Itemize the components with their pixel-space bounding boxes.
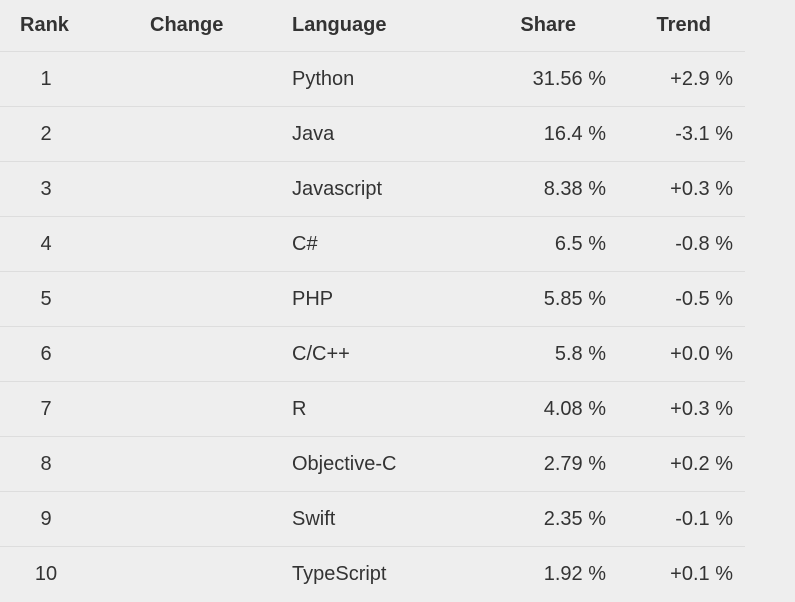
header-trend: Trend — [656, 14, 711, 36]
change-cell — [150, 437, 270, 491]
table-row: 2 Java 16.4 % -3.1 % — [0, 107, 745, 162]
change-cell — [150, 162, 270, 216]
change-cell — [150, 547, 270, 602]
rank-cell: 2 — [40, 122, 52, 145]
rank-cell: 10 — [34, 563, 58, 585]
change-cell — [150, 107, 270, 161]
share-cell: 5.8 % — [554, 342, 606, 365]
language-cell: Javascript — [292, 177, 383, 200]
rank-cell: 1 — [40, 67, 52, 90]
share-cell: 4.08 % — [543, 397, 606, 420]
table-row: 6 C/C++ 5.8 % +0.0 % — [0, 327, 745, 382]
change-cell — [150, 382, 270, 436]
rank-cell: 7 — [40, 397, 52, 420]
table-row: 8 Objective-C 2.79 % +0.2 % — [0, 437, 745, 492]
table-row: 10 TypeScript 1.92 % +0.1 % — [0, 547, 745, 602]
header-change: Change — [150, 14, 224, 36]
trend-cell: +0.1 % — [670, 563, 733, 585]
change-cell — [150, 217, 270, 271]
language-cell: C# — [292, 232, 318, 255]
language-cell: Swift — [292, 507, 336, 530]
rank-cell: 8 — [40, 452, 52, 475]
table-row: 7 R 4.08 % +0.3 % — [0, 382, 745, 437]
share-cell: 31.56 % — [532, 67, 606, 90]
share-cell: 6.5 % — [554, 232, 606, 255]
rank-cell: 3 — [40, 177, 52, 200]
trend-cell: -0.5 % — [675, 287, 733, 310]
table-row: 5 PHP 5.85 % -0.5 % — [0, 272, 745, 327]
table-row: 1 Python 31.56 % +2.9 % — [0, 52, 745, 107]
header-rank: Rank — [20, 14, 69, 36]
header-language: Language — [292, 14, 387, 36]
table-row: 3 Javascript 8.38 % +0.3 % — [0, 162, 745, 217]
rank-cell: 5 — [40, 287, 52, 310]
language-cell: C/C++ — [292, 342, 350, 365]
change-cell — [150, 272, 270, 326]
language-cell: PHP — [292, 287, 334, 310]
language-cell: TypeScript — [292, 563, 387, 585]
language-ranking-table: Rank Change Language Share Trend 1 Pytho… — [0, 0, 745, 602]
language-cell: Objective-C — [292, 452, 397, 475]
trend-cell: +0.3 % — [670, 177, 733, 200]
header-share: Share — [520, 14, 576, 36]
share-cell: 5.85 % — [543, 287, 606, 310]
change-cell — [150, 492, 270, 546]
change-cell — [150, 52, 270, 106]
table-row: 4 C# 6.5 % -0.8 % — [0, 217, 745, 272]
trend-cell: -0.8 % — [675, 232, 733, 255]
share-cell: 1.92 % — [543, 563, 606, 585]
trend-cell: +2.9 % — [670, 67, 733, 90]
trend-cell: +0.3 % — [670, 397, 733, 420]
rank-cell: 4 — [40, 232, 52, 255]
rank-cell: 9 — [40, 507, 52, 530]
share-cell: 2.79 % — [543, 452, 606, 475]
trend-cell: -0.1 % — [675, 507, 733, 530]
table-row: 9 Swift 2.35 % -0.1 % — [0, 492, 745, 547]
language-cell: Java — [292, 122, 335, 145]
share-cell: 2.35 % — [543, 507, 606, 530]
language-cell: R — [292, 397, 307, 420]
change-cell — [150, 327, 270, 381]
trend-cell: +0.0 % — [670, 342, 733, 365]
share-cell: 16.4 % — [543, 122, 606, 145]
language-cell: Python — [292, 67, 355, 90]
share-cell: 8.38 % — [543, 177, 606, 200]
table-header-row: Rank Change Language Share Trend — [0, 0, 745, 52]
trend-cell: +0.2 % — [670, 452, 733, 475]
rank-cell: 6 — [40, 342, 52, 365]
trend-cell: -3.1 % — [675, 122, 733, 145]
